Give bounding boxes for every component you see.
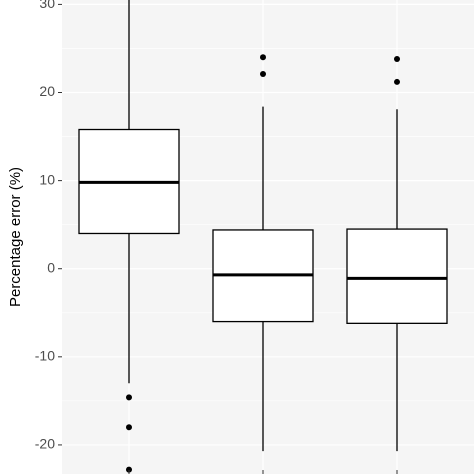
outlier [260,71,266,78]
y-axis-label: Percentage error (%) [7,167,24,307]
outlier [126,466,132,473]
y-tick-label: 0 [47,259,55,275]
outlier [126,424,132,431]
box [346,228,448,324]
y-tick-label: 30 [39,0,55,11]
y-tick-label: 20 [39,83,55,99]
outlier [394,56,400,63]
outlier [126,394,132,401]
outlier [394,78,400,85]
plot [78,0,448,473]
y-tick-label: 10 [39,171,55,187]
y-tick-label: -10 [35,348,55,364]
y-tick-label: -20 [35,436,55,452]
outlier [260,54,266,61]
